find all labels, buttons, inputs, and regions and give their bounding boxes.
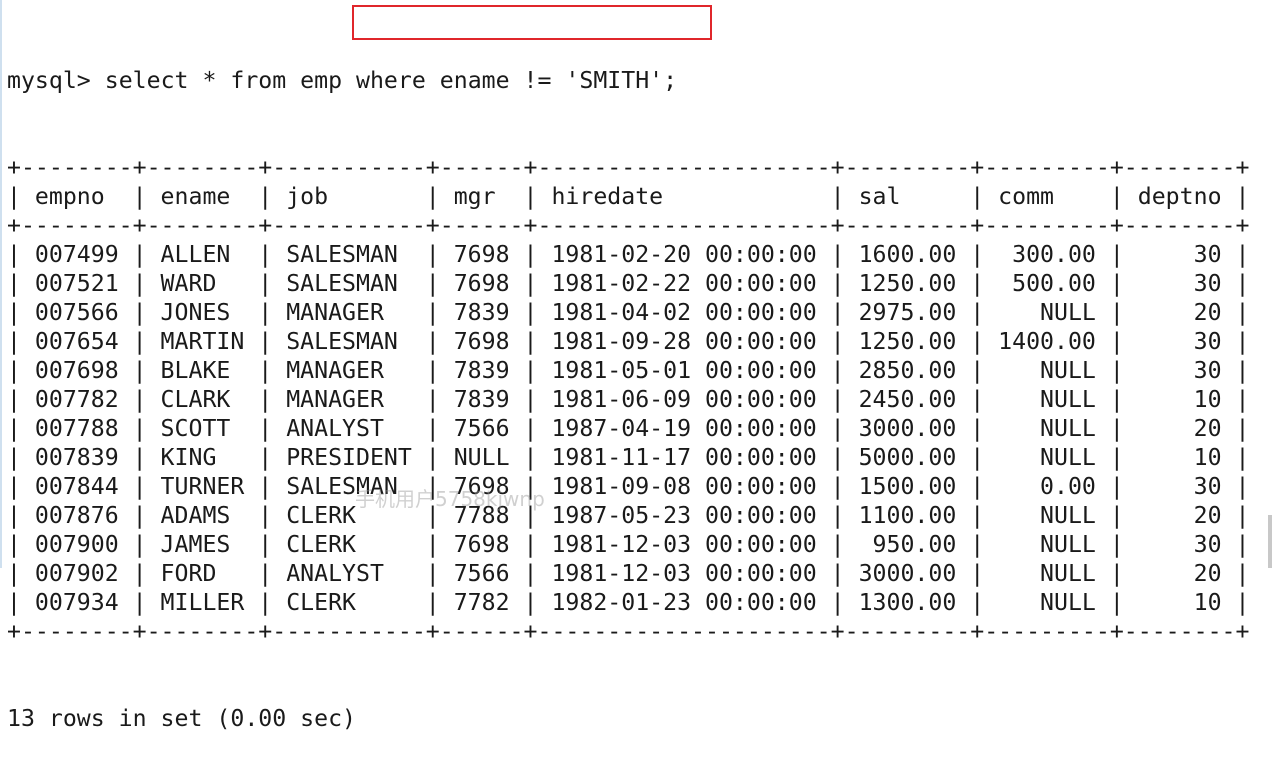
table-row: | 007902 | FORD | ANALYST | 7566 | 1981-… bbox=[7, 560, 1250, 587]
result-footer: 13 rows in set (0.00 sec) bbox=[7, 705, 357, 732]
command-prefix: select * from emp bbox=[104, 67, 357, 94]
table-border: +--------+--------+-----------+------+--… bbox=[7, 212, 1250, 239]
table-row: | 007876 | ADAMS | CLERK | 7788 | 1987-0… bbox=[7, 502, 1250, 529]
scrollbar[interactable] bbox=[1268, 515, 1272, 568]
table-border: +--------+--------+-----------+------+--… bbox=[7, 618, 1250, 645]
table-header: | empno | ename | job | mgr | hiredate |… bbox=[7, 183, 1250, 210]
table-row: | 007654 | MARTIN | SALESMAN | 7698 | 19… bbox=[7, 328, 1250, 355]
table-row: | 007566 | JONES | MANAGER | 7839 | 1981… bbox=[7, 299, 1250, 326]
table-row: | 007900 | JAMES | CLERK | 7698 | 1981-1… bbox=[7, 531, 1250, 558]
table-row: | 007839 | KING | PRESIDENT | NULL | 198… bbox=[7, 444, 1250, 471]
result-table: +--------+--------+-----------+------+--… bbox=[7, 153, 1249, 646]
table-row: | 007521 | WARD | SALESMAN | 7698 | 1981… bbox=[7, 270, 1250, 297]
watermark: 手机用户5758kjwnp bbox=[355, 487, 545, 511]
command-highlighted: where ename != 'SMITH'; bbox=[356, 67, 678, 94]
table-row: | 007782 | CLARK | MANAGER | 7839 | 1981… bbox=[7, 386, 1250, 413]
highlight-box bbox=[352, 5, 712, 40]
window-left-edge bbox=[0, 0, 2, 568]
table-row: | 007934 | MILLER | CLERK | 7782 | 1982-… bbox=[7, 589, 1250, 616]
table-border: +--------+--------+-----------+------+--… bbox=[7, 154, 1250, 181]
terminal-output[interactable]: mysql> select * from emp where ename != … bbox=[7, 8, 1249, 762]
table-row: | 007788 | SCOTT | ANALYST | 7566 | 1987… bbox=[7, 415, 1250, 442]
prompt: mysql> bbox=[7, 67, 105, 94]
table-row: | 007698 | BLAKE | MANAGER | 7839 | 1981… bbox=[7, 357, 1250, 384]
command-line: mysql> select * from emp where ename != … bbox=[7, 66, 1249, 95]
table-row: | 007499 | ALLEN | SALESMAN | 7698 | 198… bbox=[7, 241, 1250, 268]
table-row: | 007844 | TURNER | SALESMAN | 7698 | 19… bbox=[7, 473, 1250, 500]
